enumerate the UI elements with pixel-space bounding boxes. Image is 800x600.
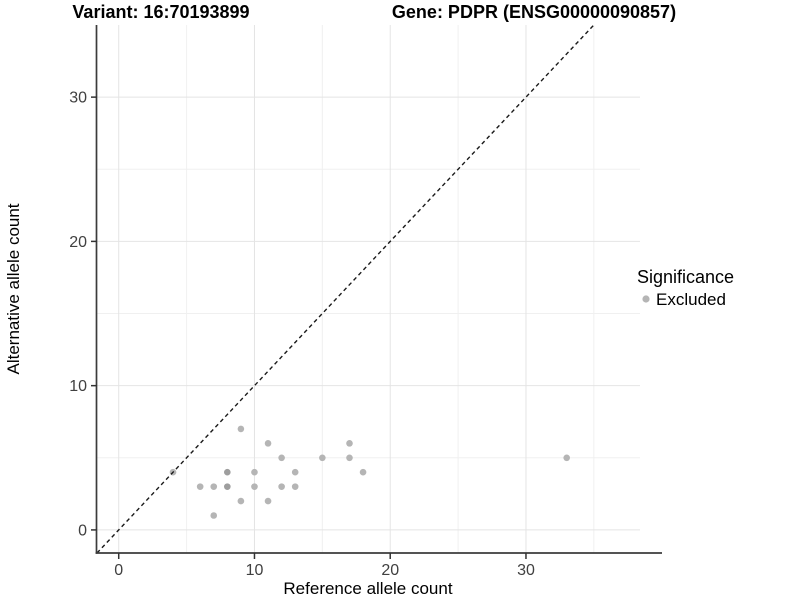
x-axis-label: Reference allele count: [283, 579, 452, 598]
axis-ticks: [91, 96, 527, 559]
axis-lines: [95, 25, 662, 554]
data-point: [210, 483, 218, 490]
axis-tick-labels: 0 10 20 30 0 10 20 30: [69, 90, 535, 579]
legend-item-excluded: Excluded: [642, 290, 726, 309]
scatter-points: [169, 425, 570, 519]
legend: Significance Excluded: [637, 267, 734, 309]
legend-item-label: Excluded: [656, 290, 726, 309]
plot-title-variant: Variant: 16:70193899: [72, 2, 249, 22]
legend-title: Significance: [637, 267, 734, 287]
data-point: [278, 483, 285, 490]
identity-dashed-line: [96, 24, 595, 554]
legend-marker-dot: [642, 295, 650, 303]
y-tick-label: 30: [69, 90, 87, 107]
data-point: [210, 512, 218, 519]
data-point: [346, 440, 353, 447]
data-point: [291, 483, 299, 490]
plot-title-gene: Gene: PDPR (ENSG00000090857): [392, 2, 676, 22]
data-point: [196, 483, 204, 490]
data-point: [224, 468, 231, 476]
gridlines-minor: [97, 25, 640, 553]
data-point: [278, 454, 285, 462]
data-point: [237, 497, 245, 505]
y-axis-label: Alternative allele count: [4, 203, 23, 374]
y-tick-label: 0: [78, 522, 87, 539]
data-point: [264, 497, 272, 505]
data-point: [264, 440, 272, 447]
data-point: [359, 468, 367, 476]
data-point: [251, 468, 258, 476]
data-point: [237, 425, 245, 433]
data-point: [319, 454, 326, 462]
y-tick-label: 10: [69, 378, 87, 395]
data-point: [346, 454, 353, 462]
data-point: [563, 454, 570, 462]
data-point: [224, 483, 231, 490]
x-tick-label: 10: [246, 562, 264, 579]
y-tick-label: 20: [69, 234, 87, 251]
x-tick-label: 30: [517, 562, 535, 579]
gridlines-major: [97, 25, 640, 553]
x-tick-label: 20: [381, 562, 399, 579]
data-point: [291, 468, 299, 476]
data-point: [251, 483, 258, 490]
x-tick-label: 0: [114, 562, 123, 579]
